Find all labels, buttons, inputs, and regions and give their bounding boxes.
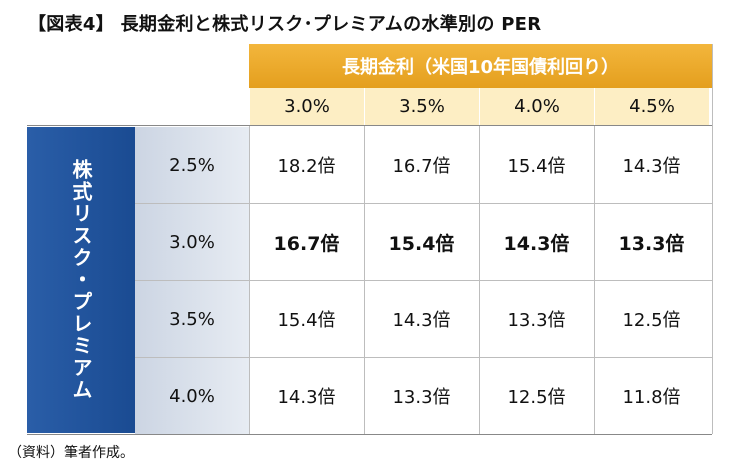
- grid-line: [135, 203, 712, 204]
- row-header-1: 3.0%: [135, 204, 249, 280]
- table-cell: 13.3倍: [392, 387, 451, 408]
- table-cell-emphasis: 16.7倍: [273, 232, 340, 255]
- table-cell-emphasis: 15.4倍: [388, 232, 455, 255]
- grid-line: [135, 357, 712, 358]
- row-group-header: 株式リスク・プレミアム: [27, 127, 135, 433]
- grid-line: [364, 125, 365, 434]
- column-header-1: 3.5%: [364, 88, 479, 125]
- column-header-3: 4.5%: [594, 88, 709, 125]
- table-cell: 13.3倍: [507, 310, 566, 331]
- table-cell-emphasis: 13.3倍: [618, 232, 685, 255]
- table-cell-emphasis: 14.3倍: [503, 232, 570, 255]
- column-header-0: 3.0%: [249, 88, 364, 125]
- table-cell: 12.5倍: [622, 310, 681, 331]
- grid-line: [594, 125, 595, 434]
- grid-line: [712, 44, 713, 434]
- source-note: （資料）筆者作成。: [8, 445, 134, 461]
- table-cell: 14.3倍: [277, 387, 336, 408]
- figure-title: 【図表4】 長期金利と株式リスク･プレミアムの水準別の PER: [28, 14, 542, 35]
- table-cell: 11.8倍: [622, 387, 681, 408]
- table-cell: 15.4倍: [507, 156, 566, 177]
- grid-line: [135, 280, 712, 281]
- table-cell: 14.3倍: [622, 156, 681, 177]
- row-header-2: 3.5%: [135, 281, 249, 357]
- row-header-0: 2.5%: [135, 127, 249, 203]
- grid-line: [27, 125, 712, 126]
- table-cell: 14.3倍: [392, 310, 451, 331]
- grid-line: [27, 434, 712, 435]
- column-header-2: 4.0%: [479, 88, 594, 125]
- grid-line: [249, 125, 250, 434]
- grid-line: [479, 125, 480, 434]
- table-cell: 12.5倍: [507, 387, 566, 408]
- column-group-header: 長期金利（米国10年国債利回り）: [249, 44, 712, 88]
- row-group-label: 株式リスク・プレミアム: [69, 159, 93, 401]
- row-header-3: 4.0%: [135, 358, 249, 434]
- table-cell: 16.7倍: [392, 156, 451, 177]
- table-cell: 15.4倍: [277, 310, 336, 331]
- table-cell: 18.2倍: [277, 156, 336, 177]
